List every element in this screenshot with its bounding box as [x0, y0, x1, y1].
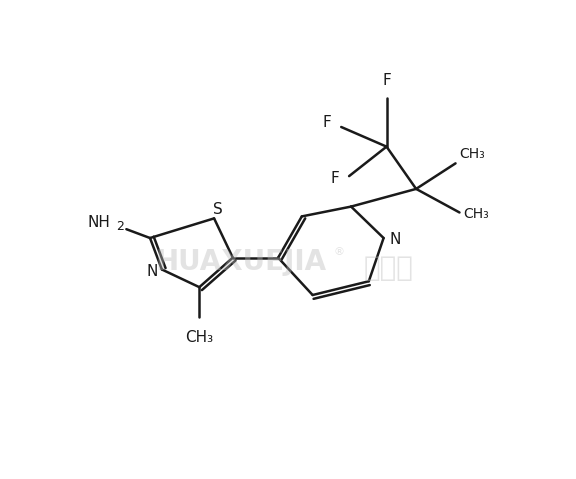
- Text: HUAXUEJIA: HUAXUEJIA: [155, 248, 326, 275]
- Text: 2: 2: [116, 220, 124, 233]
- Text: N: N: [146, 264, 158, 279]
- Text: CH₃: CH₃: [460, 147, 485, 160]
- Text: ®: ®: [334, 247, 345, 257]
- Text: S: S: [213, 202, 223, 217]
- Text: 化学加: 化学加: [363, 253, 414, 282]
- Text: CH₃: CH₃: [185, 331, 213, 345]
- Text: F: F: [382, 73, 391, 88]
- Text: NH: NH: [88, 215, 111, 230]
- Text: N: N: [390, 232, 401, 248]
- Text: F: F: [323, 114, 331, 130]
- Text: F: F: [331, 171, 339, 185]
- Text: CH₃: CH₃: [464, 207, 489, 221]
